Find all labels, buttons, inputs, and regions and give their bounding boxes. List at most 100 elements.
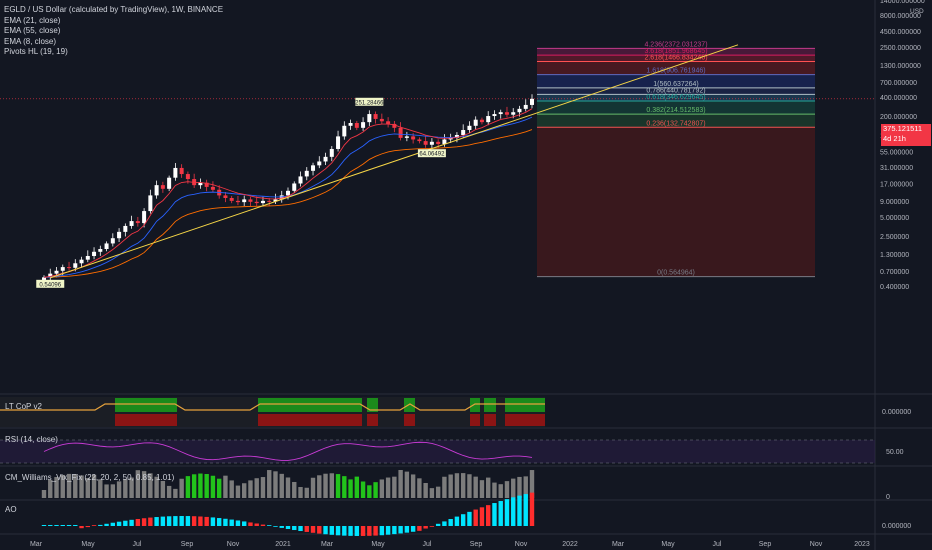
wvf-bar — [129, 477, 134, 498]
trend-line — [50, 44, 739, 279]
wvf-bar — [348, 479, 353, 498]
ao-bar — [329, 526, 334, 535]
candle — [54, 270, 59, 274]
y-tick-label: 17.000000 — [880, 181, 913, 188]
candle — [60, 267, 65, 271]
ema8-line — [43, 108, 533, 278]
y-tick-label: 4500.000000 — [880, 29, 921, 36]
candle — [498, 112, 503, 115]
ema55-label[interactable]: EMA (55, close) — [4, 26, 61, 35]
wvf-bar — [179, 478, 184, 498]
ltcop-red-block — [115, 414, 177, 426]
x-tick-label: Nov — [227, 541, 240, 548]
wvf-bar — [48, 479, 53, 498]
ema8-label[interactable]: EMA (8, close) — [4, 36, 57, 46]
candle — [204, 182, 209, 187]
wvf-bar — [329, 473, 334, 498]
ao-bar — [279, 526, 284, 528]
candle — [223, 195, 228, 198]
wvf-bar — [448, 474, 453, 498]
pivot-label-bg — [417, 149, 446, 158]
x-tick-label: 2021 — [275, 541, 291, 548]
candle — [530, 98, 534, 105]
wvf-bar — [304, 487, 309, 498]
ao-bar — [342, 526, 347, 536]
ao-pane — [41, 492, 535, 536]
ao-bar — [373, 526, 378, 536]
candle — [242, 199, 247, 203]
ao-bar — [492, 503, 497, 526]
ao-bar — [454, 516, 460, 526]
wvf-bar — [392, 476, 397, 498]
ao-bar — [392, 526, 397, 535]
wvf-bar — [248, 480, 253, 498]
ao-bar — [417, 526, 422, 531]
candle — [48, 273, 53, 278]
ao-bar — [242, 521, 247, 526]
fib-level-label: 2.618(1466.834246) — [644, 55, 707, 62]
wvf-bar — [173, 488, 178, 498]
candle — [461, 130, 466, 135]
ao-bar — [473, 509, 478, 526]
wvf-bar — [460, 473, 466, 498]
candle — [179, 167, 184, 175]
fib-level-label: 3.618(1851.968645) — [644, 48, 707, 55]
candle — [492, 114, 497, 117]
wvf-bar — [210, 475, 216, 498]
ao-bar — [304, 526, 309, 532]
ao-bar — [423, 526, 428, 529]
wvf-bar — [223, 475, 228, 498]
ao-bar — [529, 492, 535, 526]
ema21-label[interactable]: EMA (21, close) — [4, 15, 61, 25]
candle — [486, 116, 491, 123]
ltcop-green-block — [258, 398, 362, 412]
x-tick-label: May — [661, 541, 675, 548]
ltcop-red-block — [404, 414, 415, 426]
wvf-bar — [54, 477, 59, 498]
wvf-bar — [123, 478, 128, 498]
ao-bar — [154, 517, 159, 526]
candle — [304, 170, 309, 177]
ltcop-red-block — [258, 414, 362, 426]
candle — [348, 123, 353, 126]
ao-bar — [160, 516, 166, 526]
ao-bar — [85, 526, 90, 528]
fib-level-label: 0.382(214.512583) — [646, 107, 705, 114]
ao-bar — [254, 523, 259, 526]
pivot-label-bg — [36, 279, 65, 288]
williams-pane-label[interactable]: CM_Williams_Vix_Fix (22, 20, 2, 50, 0.85… — [5, 473, 175, 482]
ltcop-green-block — [484, 398, 496, 412]
pivots-label[interactable]: Pivots HL (19, 19) — [4, 47, 68, 56]
rsi-pane-label[interactable]: RSI (14, close) — [5, 435, 58, 444]
ltcop-red-block — [505, 414, 545, 426]
ao-bar — [73, 525, 78, 526]
wvf-bar — [410, 474, 416, 498]
candle — [361, 122, 366, 128]
ao-bar — [198, 516, 203, 526]
ao-pane-label[interactable]: AO — [5, 505, 17, 514]
ao-bar — [41, 525, 47, 526]
candle — [517, 108, 522, 113]
candle — [210, 186, 215, 190]
candle — [260, 200, 265, 204]
ao-bar — [486, 505, 491, 526]
ltcop-green-block — [470, 398, 480, 412]
candle — [135, 221, 140, 224]
ltcop-pane-label[interactable]: LT CoP v2 — [5, 402, 42, 411]
ao-bar — [298, 526, 303, 532]
x-tick-label: Mar — [30, 541, 43, 548]
candle — [267, 200, 272, 202]
x-tick-label: Sep — [470, 541, 483, 548]
candle — [148, 195, 153, 212]
pivot-label: 251.28466 — [355, 100, 384, 106]
fib-level-label: 0.236(132.742807) — [646, 120, 705, 127]
ao-bar — [166, 516, 172, 526]
candle — [386, 121, 391, 124]
wvf-bar — [229, 480, 234, 498]
wvf-bar — [135, 470, 141, 498]
ao-bar — [448, 518, 453, 526]
ao-bar — [123, 520, 128, 526]
wvf-bar — [160, 480, 166, 498]
ao-tick: 0.000000 — [882, 523, 911, 530]
